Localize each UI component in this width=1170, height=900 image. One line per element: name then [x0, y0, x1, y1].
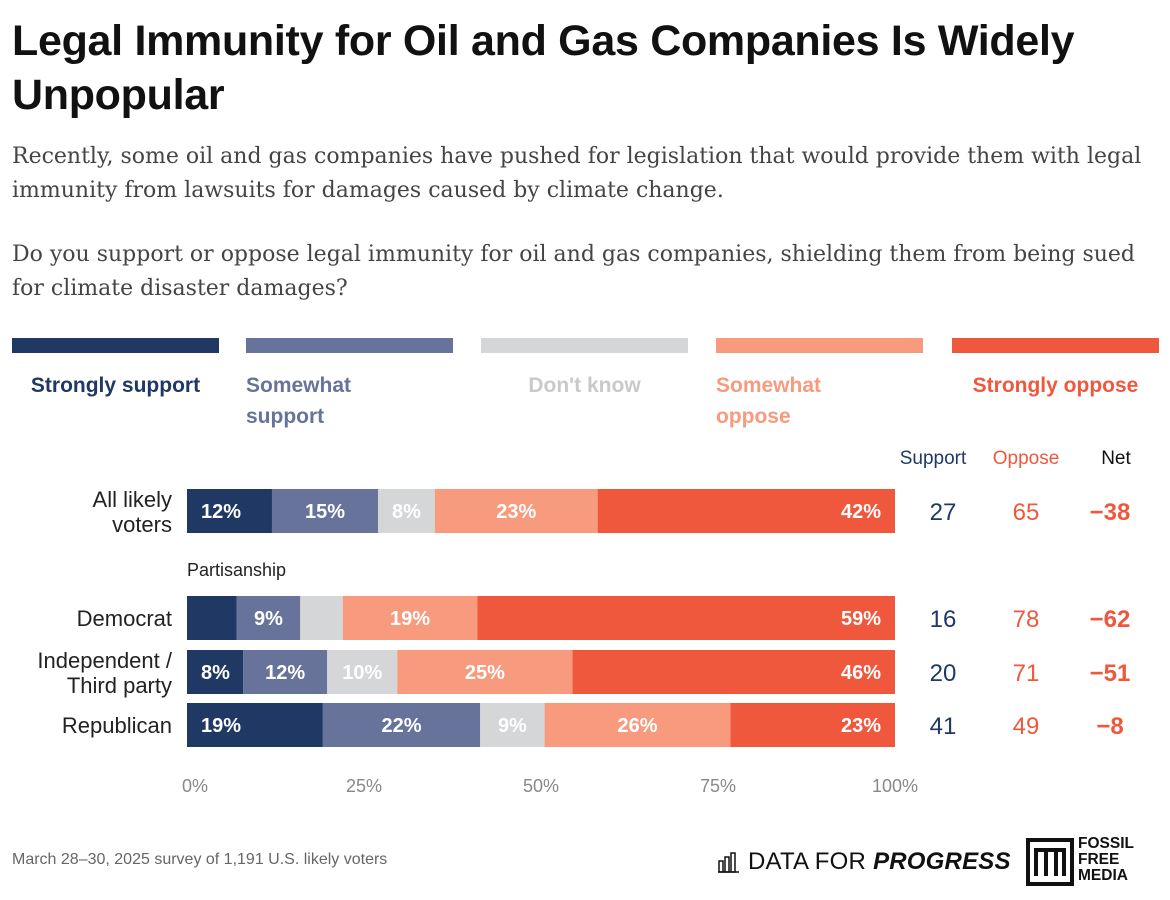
survey-question: Do you support or oppose legal immunity …	[12, 242, 1136, 301]
oppose-value: 65	[1013, 499, 1040, 526]
legend-item-strongly-support: Strongly support	[12, 338, 219, 401]
bar-segment	[187, 703, 323, 747]
fossil-free-media-logo: FOSSIL FREE MEDIA	[1026, 836, 1161, 888]
support-value: 41	[930, 713, 957, 740]
bar-segment	[187, 650, 244, 694]
legend-swatch	[12, 338, 219, 353]
bar-data-label: 59%	[841, 608, 881, 630]
bar-data-label: 10%	[342, 662, 382, 684]
x-tick-label: 0%	[182, 776, 208, 796]
legend-label: Strongly oppose	[972, 374, 1139, 397]
stacked-bar-chart: Support Oppose Net Partisanship All likely vo…	[37, 448, 1131, 796]
legend-label: Don't know	[528, 374, 641, 397]
bar-segment	[187, 596, 237, 640]
bar-segment	[480, 703, 545, 747]
bar-data-label: 26%	[618, 715, 658, 737]
oppose-value: 71	[1013, 660, 1040, 687]
legend-swatch	[716, 338, 923, 353]
legend-label: Strongly support	[30, 374, 201, 397]
oppose-value: 49	[1013, 713, 1040, 740]
legend-swatch	[952, 338, 1159, 353]
bar-segment	[544, 703, 731, 747]
chart-title: Legal Immunity for Oil and Gas Companies…	[12, 17, 1075, 119]
bar-segment	[730, 703, 895, 747]
category-label: All likely voters	[93, 487, 172, 537]
x-tick-label: 100%	[872, 776, 918, 796]
chart-subtitle: Recently, some oil and gas companies hav…	[12, 144, 1142, 203]
bar-data-label: 23%	[496, 501, 536, 523]
bar-segment	[342, 596, 478, 640]
logo-text-light: DATA FOR	[748, 848, 867, 875]
bar-segment	[236, 596, 301, 640]
bar-segment	[597, 489, 895, 533]
legend: Strongly support Somewhat support Don't …	[0, 338, 1170, 428]
legend-item-somewhat-support: Somewhat support	[246, 338, 453, 432]
bar-data-label: 23%	[841, 715, 881, 737]
bar-data-label: 8%	[201, 662, 230, 684]
x-tick-label: 25%	[346, 776, 382, 796]
column-header-support: Support	[900, 448, 967, 469]
bar-data-label: 19%	[390, 608, 430, 630]
support-value: 20	[930, 660, 957, 687]
oppose-value: 78	[1013, 606, 1040, 633]
survey-footnote: March 28–30, 2025 survey of 1,191 U.S. l…	[12, 851, 388, 868]
legend-item-dont-know: Don't know	[481, 338, 688, 401]
net-value: −8	[1096, 713, 1123, 740]
bar-segment	[434, 489, 598, 533]
bar-data-label: 42%	[841, 501, 881, 523]
net-value: −38	[1090, 499, 1131, 526]
bar-segment	[300, 596, 343, 640]
legend-item-somewhat-oppose: Somewhat oppose	[716, 338, 923, 432]
bar-data-label: 15%	[305, 501, 345, 523]
category-label: Democrat	[77, 606, 172, 631]
bar-data-label: 9%	[498, 715, 527, 737]
net-value: −51	[1090, 660, 1131, 687]
bar-segment	[378, 489, 435, 533]
bar-segment	[322, 703, 481, 747]
category-label: Republican	[62, 713, 172, 738]
bar-data-label: 12%	[201, 501, 241, 523]
bar-segment	[397, 650, 573, 694]
logo-text-bold: PROGRESS	[873, 848, 1011, 875]
legend-label: Somewhat oppose	[716, 374, 822, 428]
net-value: −62	[1090, 606, 1131, 633]
column-header-net: Net	[1101, 448, 1131, 469]
legend-swatch	[246, 338, 453, 353]
bar-segment	[327, 650, 398, 694]
column-header-oppose: Oppose	[993, 448, 1060, 469]
bar-chart-icon	[718, 852, 739, 873]
data-for-progress-logo: DATA FOR PROGRESS	[718, 842, 1011, 882]
ffm-line: FREE	[1078, 851, 1120, 868]
bar-data-label: 25%	[465, 662, 505, 684]
ffm-line: FOSSIL	[1078, 835, 1134, 852]
ffm-line: MEDIA	[1078, 867, 1128, 884]
ffm-wordmark: FOSSIL FREE MEDIA	[1078, 836, 1134, 884]
bar-data-label: 19%	[201, 715, 241, 737]
bar-segment	[572, 650, 895, 694]
support-value: 16	[930, 606, 957, 633]
support-value: 27	[930, 499, 957, 526]
group-label: Partisanship	[187, 560, 286, 580]
bar-segment	[271, 489, 379, 533]
bar-data-label: 46%	[841, 662, 881, 684]
bar-data-label: 8%	[392, 501, 421, 523]
bar-segment	[477, 596, 895, 640]
category-label: Independent / Third party	[37, 648, 172, 698]
legend-swatch	[481, 338, 688, 353]
bar-segment	[243, 650, 328, 694]
bar-data-label: 12%	[265, 662, 305, 684]
legend-item-strongly-oppose: Strongly oppose	[952, 338, 1159, 401]
bar-segment	[187, 489, 272, 533]
ffm-mark-icon	[1026, 838, 1074, 886]
bar-data-label: 22%	[382, 715, 422, 737]
legend-label: Somewhat support	[246, 374, 352, 428]
bar-data-label: 9%	[254, 608, 283, 630]
x-tick-label: 50%	[523, 776, 559, 796]
x-tick-label: 75%	[700, 776, 736, 796]
